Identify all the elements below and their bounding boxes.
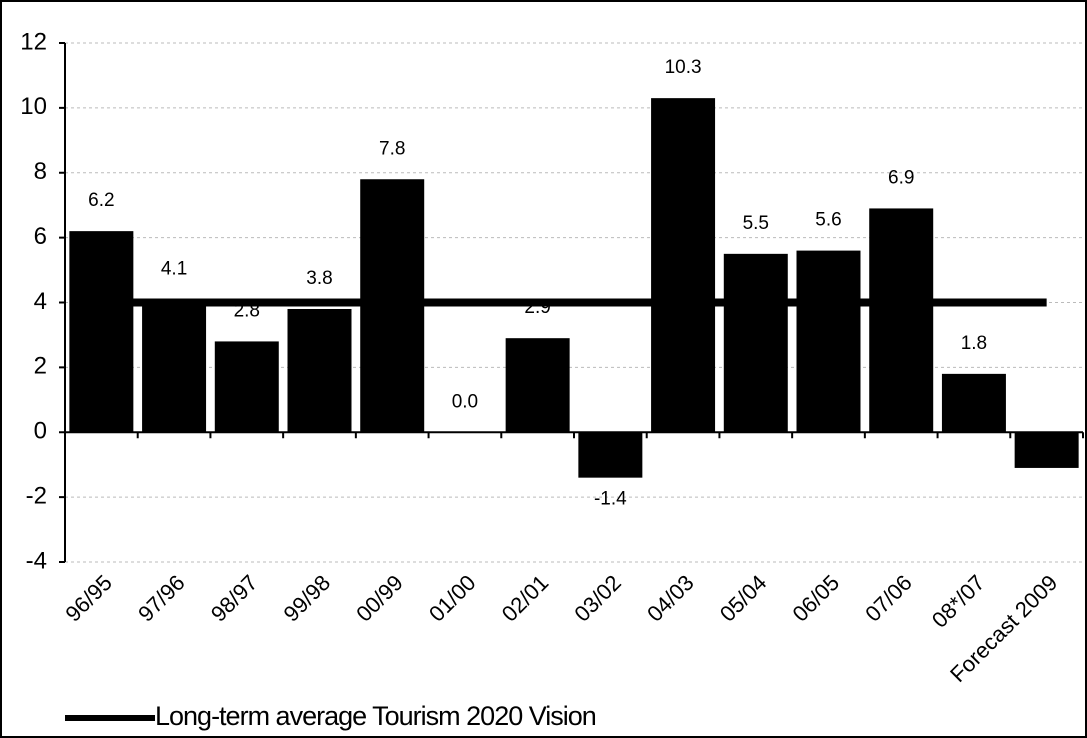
bar: [723, 253, 788, 433]
data-label: 3.8: [306, 268, 332, 289]
bar: [651, 98, 716, 433]
bar: [869, 208, 934, 433]
data-label: 1.8: [961, 333, 987, 354]
data-label: 5.6: [815, 210, 841, 231]
y-tick-label: -4: [26, 547, 47, 574]
data-label: 6.9: [888, 167, 914, 188]
y-tick-label: 8: [34, 158, 47, 185]
y-tick-label: 0: [34, 418, 47, 445]
y-tick-label: -2: [26, 482, 47, 509]
data-label: 10.3: [665, 57, 702, 78]
bar: [1014, 432, 1079, 468]
bar: [796, 250, 861, 433]
y-tick-label: 4: [34, 288, 47, 315]
y-tick-label: 10: [20, 93, 47, 120]
bar: [142, 299, 207, 433]
bar: [578, 432, 643, 478]
bar: [69, 231, 134, 433]
data-label: -1.4: [594, 489, 627, 510]
legend-label: Long-term average Tourism 2020 Vision: [155, 701, 596, 731]
bar: [505, 338, 570, 433]
data-label: 6.2: [88, 190, 114, 211]
y-tick-label: 2: [34, 353, 47, 380]
bar: [287, 308, 352, 433]
data-label: 7.8: [379, 138, 405, 159]
data-label: 4.1: [161, 258, 187, 279]
data-label: 5.5: [743, 213, 769, 234]
bar: [214, 341, 279, 433]
data-label: 0.0: [452, 391, 478, 412]
y-tick-label: 6: [34, 223, 47, 250]
y-tick-label: 12: [20, 28, 47, 55]
bar: [941, 373, 1006, 433]
